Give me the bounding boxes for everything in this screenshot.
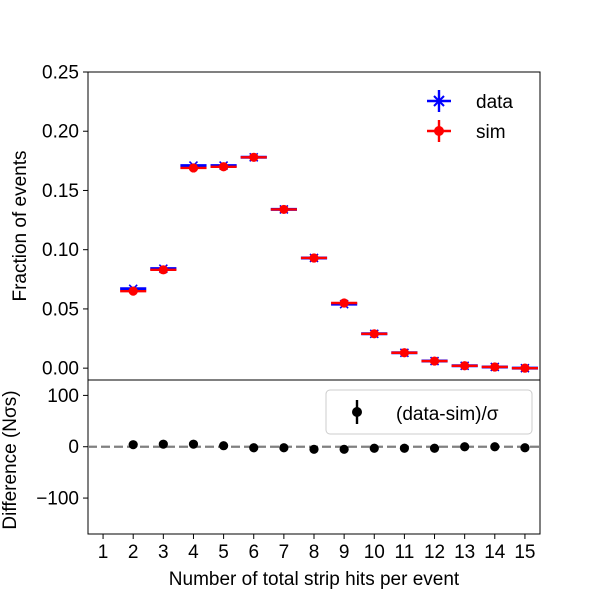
point-difference — [490, 442, 500, 452]
x-tick-label: 9 — [339, 542, 350, 563]
top-legend: data sim — [427, 90, 513, 143]
point-difference — [249, 443, 259, 453]
bottom-legend: (data-sim)/σ — [325, 389, 533, 435]
top-y-tick-label: 0.15 — [42, 181, 79, 202]
legend-marker-data — [427, 90, 451, 112]
point-difference — [399, 443, 409, 453]
x-tick-label: 7 — [279, 542, 290, 563]
point-sim-marker — [429, 356, 440, 366]
point-difference — [158, 439, 168, 449]
x-tick-label: 5 — [218, 542, 229, 563]
point-difference — [219, 441, 229, 451]
top-y-tick-label: 0.20 — [42, 122, 79, 143]
x-tick-label: 14 — [484, 542, 506, 563]
x-tick-label: 3 — [158, 542, 169, 563]
point-sim-marker — [460, 361, 470, 371]
point-difference — [309, 444, 319, 454]
top-y-axis: 0.00 0.05 0.10 0.15 0.20 0.25 — [42, 63, 88, 380]
legend-sim-dot — [434, 126, 444, 136]
x-tick-label: 15 — [514, 542, 535, 563]
x-tick-label: 13 — [454, 542, 475, 563]
legend-label-sim: sim — [476, 122, 506, 143]
bottom-y-tick-label: 0 — [68, 437, 79, 458]
point-sim-marker — [219, 162, 229, 172]
top-y-axis-label: Fraction of events — [10, 150, 31, 301]
x-axis-label: Number of total strip hits per event — [169, 569, 460, 590]
x-tick-label: 4 — [188, 542, 199, 563]
point-difference — [339, 444, 349, 454]
x-tick-label: 6 — [248, 542, 259, 563]
x-tick-label: 1 — [98, 542, 109, 563]
point-sim-marker — [279, 204, 289, 215]
bottom-y-tick-label: −100 — [36, 489, 79, 510]
legend-marker-sim — [427, 120, 451, 142]
point-difference — [520, 443, 530, 453]
point-difference — [279, 443, 289, 453]
point-difference — [128, 440, 138, 450]
top-y-tick-label: 0.00 — [42, 359, 79, 380]
bottom-series-marks — [128, 439, 530, 454]
top-y-tick-label: 0.25 — [42, 63, 79, 84]
bottom-y-axis-label: Difference (Nσs) — [0, 390, 21, 529]
point-sim-marker — [520, 363, 530, 373]
x-tick-label: 11 — [395, 542, 415, 563]
legend-label-data: data — [476, 92, 513, 113]
point-sim-marker — [128, 286, 138, 296]
legend-marker-difference — [352, 400, 362, 424]
point-difference — [188, 439, 199, 449]
legend-label-difference: (data-sim)/σ — [396, 404, 499, 425]
bottom-legend-box — [325, 389, 533, 435]
point-sim-marker — [158, 265, 168, 275]
point-difference — [460, 442, 470, 452]
point-sim-marker — [309, 253, 319, 263]
bottom-y-axis: −100 0 100 — [36, 386, 88, 510]
point-difference — [429, 443, 440, 453]
x-tick-label: 2 — [128, 542, 139, 563]
top-plot-frame — [87, 71, 541, 381]
top-y-tick-label: 0.10 — [42, 240, 79, 261]
bottom-y-tick-label: 100 — [47, 386, 79, 407]
point-sim-marker — [188, 163, 199, 173]
x-tick-label: 10 — [364, 542, 385, 563]
point-sim-marker — [490, 362, 500, 372]
point-sim-marker — [399, 348, 409, 358]
x-tick-label: 8 — [309, 542, 320, 563]
legend-difference-dot — [352, 407, 362, 417]
point-sim-marker — [249, 152, 259, 162]
point-sim-marker — [369, 329, 379, 339]
x-axis: 1 2 3 4 5 6 7 8 9 10 11 12 13 14 15 — [98, 534, 536, 563]
legend-data-x — [433, 95, 445, 107]
point-sim-marker — [339, 298, 349, 308]
point-difference — [369, 443, 379, 453]
top-series-marks — [120, 152, 538, 373]
x-tick-label: 12 — [424, 542, 445, 563]
top-y-tick-label: 0.05 — [42, 299, 79, 320]
